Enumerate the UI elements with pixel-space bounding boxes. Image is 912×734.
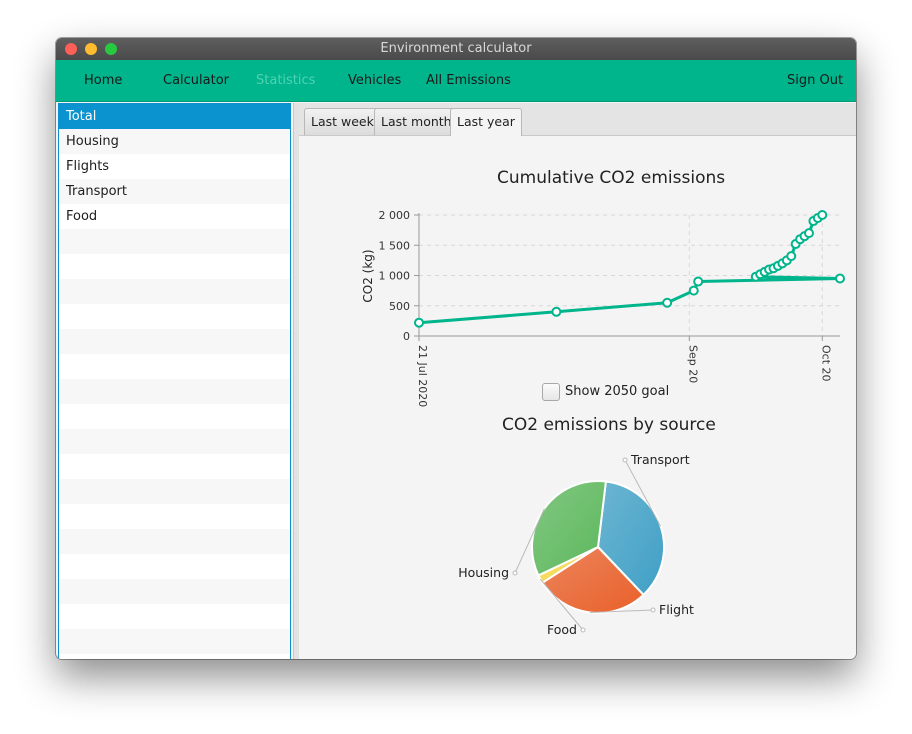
slice-label: Housing [458,565,509,580]
data-point [693,276,704,287]
empty-list-row [59,329,290,354]
empty-list-row [59,629,290,654]
slice-label: Flight [659,602,694,617]
slice-leader-line [590,609,654,614]
y-tick-label: 1 500 [379,239,411,252]
data-point [688,285,699,296]
empty-list-row [59,229,290,254]
tab-last-year[interactable]: Last year [450,108,522,136]
empty-list-row [59,254,290,279]
empty-list-row [59,379,290,404]
leader-dot [580,627,586,633]
list-item-flights[interactable]: Flights [66,159,110,174]
empty-list-row [59,304,290,329]
window-title: Environment calculator [380,41,532,56]
data-point [803,228,814,239]
data-point [551,306,562,317]
nav-calculator[interactable]: Calculator [163,73,230,88]
close-window-button[interactable] [65,43,77,55]
zoom-window-button[interactable] [105,43,117,55]
slice-leader-line [624,459,662,527]
empty-list-row [59,404,290,429]
y-axis-label: CO2 (kg) [361,249,375,302]
y-tick-label: 1 000 [379,270,411,283]
empty-list-row [59,354,290,379]
empty-list-row [59,554,290,579]
leader-dot [622,457,628,463]
nav-vehicles[interactable]: Vehicles [348,73,402,88]
empty-list-row [59,454,290,479]
minimize-window-button[interactable] [85,43,97,55]
y-tick-label: 0 [403,330,410,343]
statistics-panel: Last week Last month Last year Cumulativ… [299,103,856,659]
slice-leader-line [539,578,584,631]
list-item-food[interactable]: Food [66,209,98,224]
leader-dot [512,570,518,576]
list-item-housing[interactable]: Housing [59,129,290,154]
data-point [835,273,845,284]
x-tick-label: Sep 20 [686,345,699,383]
leader-dot [650,607,656,613]
nav-home[interactable]: Home [84,73,123,88]
list-item-total[interactable]: Total [59,104,290,129]
list-item-transport[interactable]: Transport [59,179,290,204]
empty-list-row [59,604,290,629]
slice-label: Transport [630,452,690,467]
data-point [786,251,797,262]
empty-list-row [59,529,290,554]
empty-list-row [59,429,290,454]
goal-checkbox-label: Show 2050 goal [565,384,670,399]
x-tick-label: 21 Jul 2020 [416,345,429,407]
empty-list-row [59,579,290,604]
line-chart-title: Cumulative CO2 emissions [497,168,726,188]
slice-label: Food [547,622,577,637]
x-tick-label: Oct 20 [819,345,832,382]
empty-list-row [59,479,290,504]
slice-leader-line [514,508,545,574]
category-list: Total Housing Flights Transport Food [58,103,291,659]
split-pane-divider[interactable] [293,103,299,659]
goal-checkbox[interactable] [542,383,560,401]
nav-statistics: Statistics [256,73,316,88]
data-point [817,210,828,220]
app-window: Environment calculator Home Calculator S… [56,38,856,659]
y-tick-label: 2 000 [379,209,411,222]
pie-chart-title: CO2 emissions by source [502,415,716,435]
empty-list-row [59,504,290,529]
tab-last-month[interactable]: Last month [374,108,459,135]
nav-sign-out[interactable]: Sign Out [787,73,844,88]
data-point [662,297,673,308]
nav-all-emissions[interactable]: All Emissions [426,73,511,88]
emissions-by-source-chart: Transport Flight Food Housing [458,452,694,637]
title-bar: Environment calculator [56,38,856,60]
period-tabs: Last week Last month Last year [299,103,856,136]
nav-bar: Home Calculator Statistics Vehicles All … [56,60,856,102]
y-tick-label: 500 [389,300,410,313]
data-point [414,317,424,328]
tab-last-week[interactable]: Last week [304,108,381,135]
cumulative-emissions-chart: 0 500 1 000 1 500 2 000 21 Jul 2020 Sep 20 Oct … [361,209,845,407]
empty-list-row [59,279,290,304]
